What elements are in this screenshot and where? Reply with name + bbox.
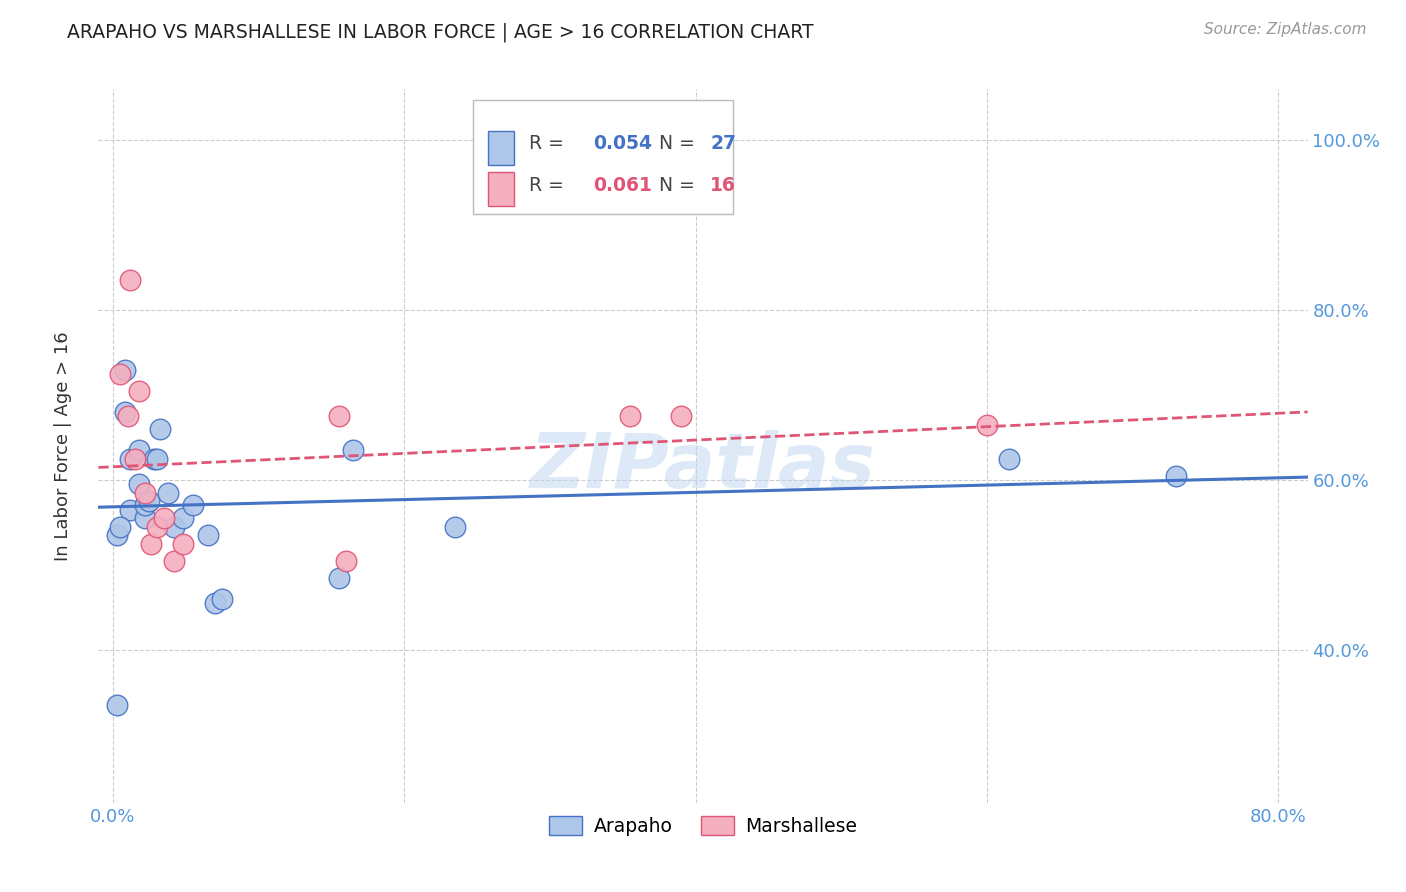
Point [105,698,128,712]
Point [114,405,136,419]
Point [134,511,156,525]
Point [128,384,150,398]
Point [128,477,150,491]
Point [204,596,226,610]
Text: 0.054: 0.054 [593,134,652,153]
Point [149,422,172,436]
Text: ARAPAHO VS MARSHALLESE IN LABOR FORCE | AGE > 16 CORRELATION CHART: ARAPAHO VS MARSHALLESE IN LABOR FORCE | … [67,22,814,42]
Text: In Labor Force | Age > 16: In Labor Force | Age > 16 [55,331,72,561]
Text: 27: 27 [710,134,737,153]
Point [153,511,176,525]
Point [142,451,165,466]
Point [114,362,136,376]
Point [105,528,128,542]
Point [134,485,156,500]
Point [124,451,146,466]
Point [120,273,142,287]
Text: N =: N = [647,176,702,195]
Point [328,571,350,585]
FancyBboxPatch shape [474,100,734,214]
Point [120,451,142,466]
Point [138,494,160,508]
Point [444,519,467,533]
Point [172,511,194,525]
Point [120,502,142,516]
Point [163,519,186,533]
Point [110,367,132,381]
Bar [488,172,515,206]
Point [181,499,204,513]
Point [619,409,641,424]
Text: N =: N = [647,134,702,153]
Point [998,451,1021,466]
Point [134,499,156,513]
Text: Source: ZipAtlas.com: Source: ZipAtlas.com [1204,22,1367,37]
Point [669,409,692,424]
Text: R =: R = [529,134,575,153]
Text: 16: 16 [710,176,737,195]
Point [197,528,219,542]
Legend: Arapaho, Marshallese: Arapaho, Marshallese [541,808,865,843]
Point [157,485,180,500]
Point [139,537,162,551]
Point [145,519,167,533]
Point [328,409,350,424]
Point [145,451,167,466]
Text: R =: R = [529,176,575,195]
Point [976,417,998,432]
Point [342,443,364,458]
Point [163,554,186,568]
Point [172,537,194,551]
Point [335,554,357,568]
Point [1166,468,1188,483]
Bar [488,131,515,165]
Point [117,409,139,424]
Point [110,519,132,533]
Point [128,443,150,458]
Text: ZIPatlas: ZIPatlas [530,431,876,504]
Point [211,591,233,606]
Text: 0.061: 0.061 [593,176,652,195]
